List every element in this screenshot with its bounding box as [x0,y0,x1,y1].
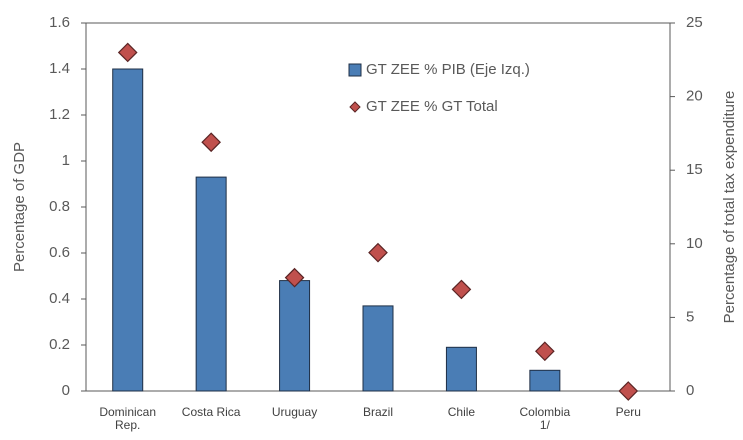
bar [112,68,144,392]
x-tick-label: Peru [615,405,641,419]
y-axis-title: Percentage of GDP [11,142,28,272]
y-tick-label: 0.8 [49,198,70,215]
y-tick-label: 1 [62,152,70,169]
y-tick-label: 0.4 [49,290,70,307]
bar [195,176,227,392]
x-tick-label: Colombia 1/ [519,405,571,432]
x-tick-label: Costa Rica [181,405,241,419]
legend-label: GT ZEE % GT Total [366,98,498,115]
diamond-marker [368,242,388,263]
bar [445,346,477,392]
diamond-marker [535,341,555,362]
x-tick-label: Uruguay [271,405,318,419]
bar [362,305,394,392]
y2-tick-label: 20 [686,88,703,105]
y2-tick-label: 5 [686,308,694,325]
y-tick-label: 1.4 [49,60,70,77]
y2-axis-title: Percentage of total tax expenditure [721,91,738,324]
y-tick-label: 0 [62,382,70,399]
bar [279,280,311,392]
diamond-marker [451,279,472,300]
diamond-marker [284,267,305,288]
y-tick-label: 0.6 [49,244,70,261]
diamond-marker [618,381,639,401]
x-tick-label: Chile [447,405,476,419]
diamond-marker [201,132,221,153]
y-tick-label: 1.2 [49,106,70,123]
legend-swatch [348,63,362,77]
y-tick-label: 0.2 [49,336,70,353]
x-tick-label: Dominican Rep. [99,405,157,432]
legend-label: GT ZEE % PIB (Eje Izq.) [366,61,530,78]
y2-tick-label: 0 [686,382,694,399]
legend-swatch [349,101,361,113]
y2-tick-label: 25 [686,14,703,31]
y2-tick-label: 10 [686,235,703,252]
x-tick-label: Brazil [362,405,393,419]
y-tick-label: 1.6 [49,14,70,31]
diamond-marker [117,42,138,63]
y2-tick-label: 15 [686,161,703,178]
bar [529,369,561,392]
